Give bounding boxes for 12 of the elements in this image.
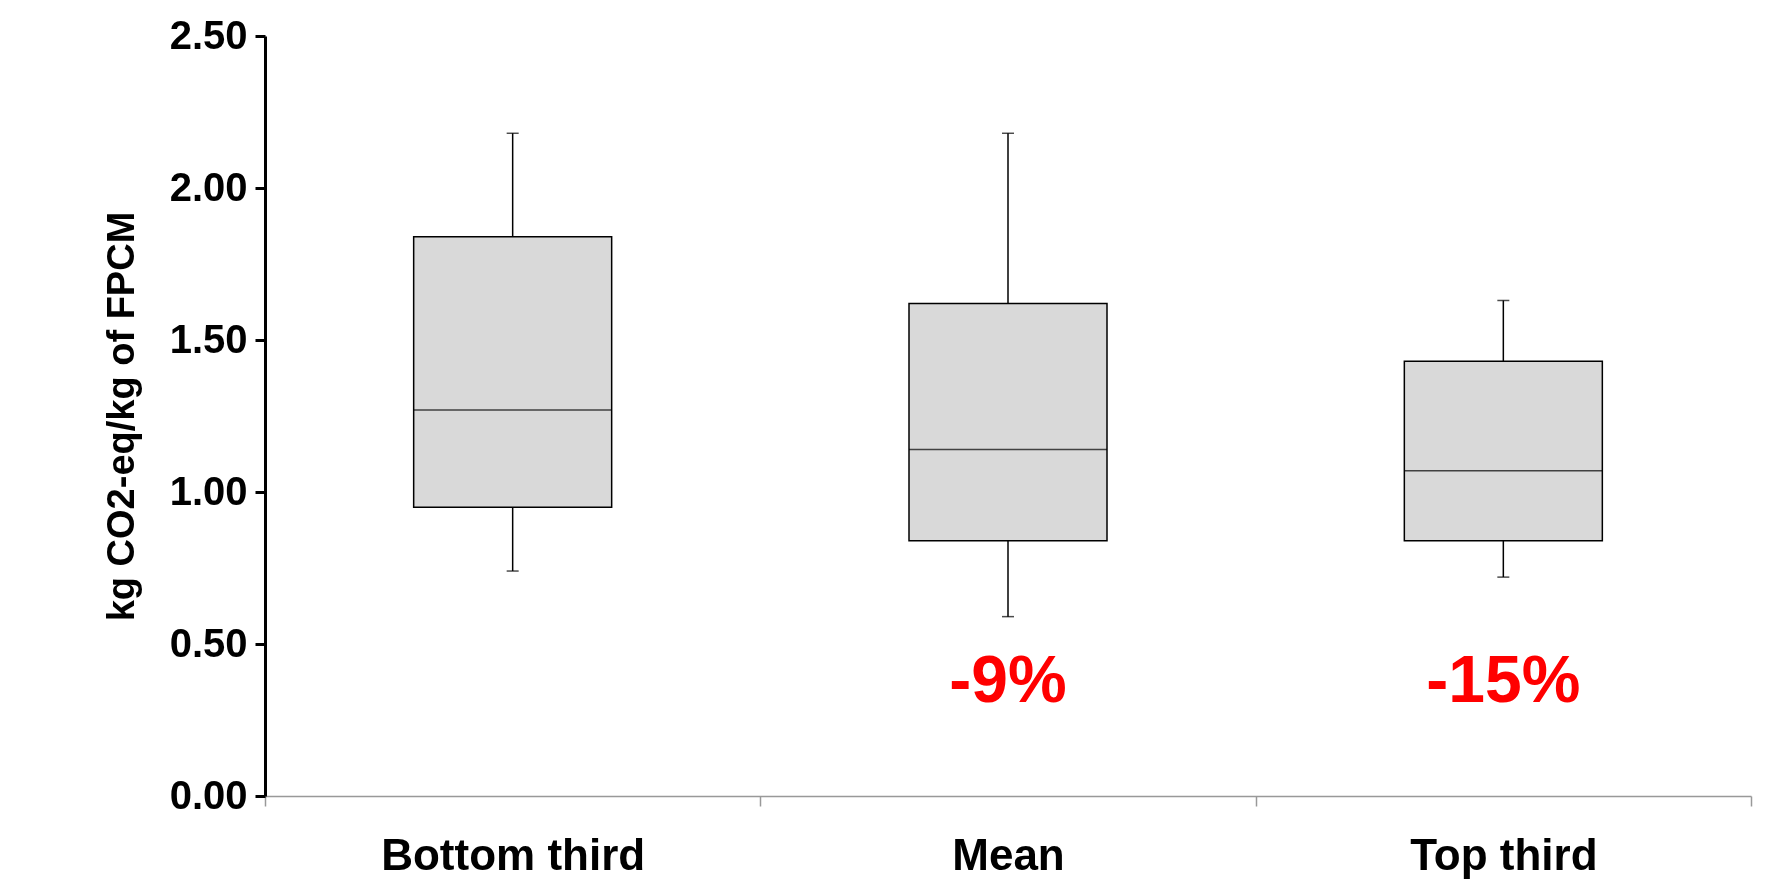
y-tick-label: 1.50 [169, 316, 248, 361]
y-tick-label: 1.00 [169, 468, 248, 513]
annotation: -15% [1426, 642, 1581, 716]
y-tick-label: 2.00 [169, 164, 248, 209]
y-tick-label: 2.50 [169, 12, 248, 57]
y-axis-title: kg CO2-eq/kg of FPCM [99, 211, 142, 622]
y-tick-label: 0.50 [169, 620, 248, 665]
y-tick-label: 0.00 [169, 772, 248, 817]
annotation: -9% [949, 642, 1067, 716]
x-tick-label: Top third [1410, 829, 1598, 879]
x-tick-label: Bottom third [381, 829, 646, 879]
x-tick-label: Mean [952, 829, 1065, 879]
